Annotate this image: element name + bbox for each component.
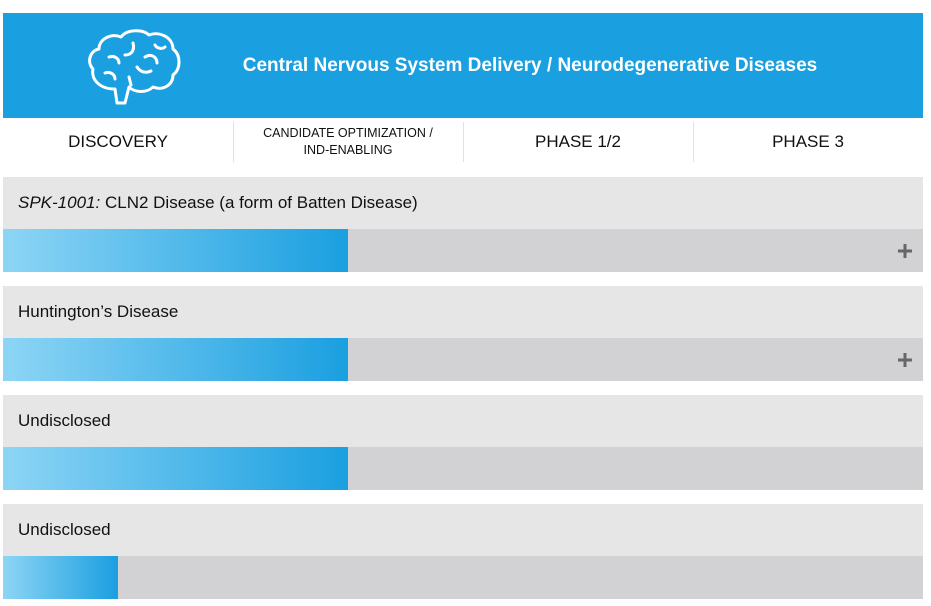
progress-track [3, 338, 923, 381]
expand-button[interactable] [897, 243, 913, 259]
stage: DISCOVERY [68, 131, 168, 151]
separator [693, 122, 694, 162]
stage: PHASE 3 [772, 131, 844, 151]
separator [233, 122, 234, 162]
program-label: Undisclosed [3, 504, 923, 556]
progress-bar [3, 338, 348, 381]
stage: CANDIDATE OPTIMIZATION / IND-ENABLING [263, 125, 433, 157]
program-label: Huntington’s Disease [3, 286, 923, 338]
header: Central Nervous System Delivery / Neurod… [3, 13, 923, 118]
program-code: SPK-1001: [18, 193, 101, 212]
program-name: CLN2 Disease (a form of Batten Disease) [104, 193, 418, 212]
progress-bar [3, 229, 348, 272]
progress-track [3, 556, 923, 599]
progress-bar [3, 447, 348, 490]
program-label: Undisclosed [3, 395, 923, 447]
header-title: Central Nervous System Delivery / Neurod… [242, 55, 818, 76]
separator [463, 122, 464, 162]
progress-track [3, 229, 923, 272]
brain-icon [88, 29, 181, 105]
stage: PHASE 1/2 [535, 131, 621, 151]
expand-button[interactable] [897, 352, 913, 368]
progress-track [3, 447, 923, 490]
progress-bar [3, 556, 118, 599]
program-label: SPK-1001: CLN2 Disease (a form of Batten… [3, 177, 923, 229]
